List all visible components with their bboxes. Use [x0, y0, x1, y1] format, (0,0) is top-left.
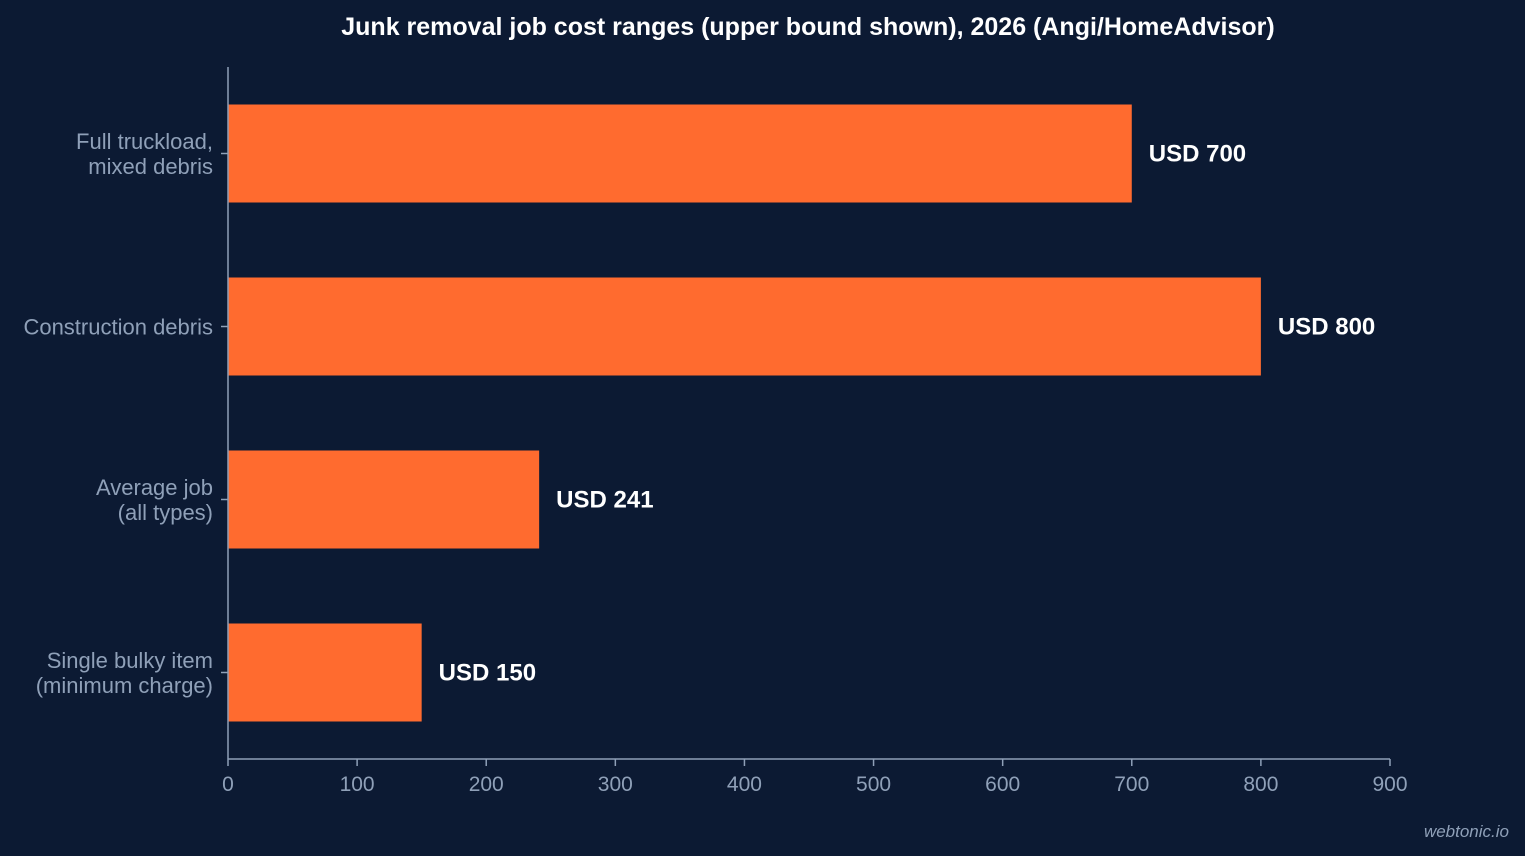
x-tick-label: 300 — [598, 773, 633, 796]
value-label: USD 150 — [439, 660, 536, 687]
bar — [228, 450, 540, 549]
x-tick-label: 700 — [1114, 773, 1149, 796]
value-label: USD 700 — [1149, 141, 1246, 168]
category-label: Average job (all types) — [96, 475, 213, 525]
x-tick-label: 400 — [727, 773, 762, 796]
category-label: Construction debris — [23, 315, 213, 340]
value-label: USD 800 — [1278, 314, 1375, 341]
chart-title: Junk removal job cost ranges (upper boun… — [341, 13, 1274, 41]
watermark-text: webtonic.io — [1424, 822, 1509, 841]
bar — [228, 623, 422, 722]
x-tick-label: 100 — [340, 773, 375, 796]
x-tick-label: 200 — [469, 773, 504, 796]
x-tick-label: 500 — [856, 773, 891, 796]
bar — [228, 104, 1132, 203]
category-label: Single bulky item (minimum charge) — [36, 648, 213, 698]
x-tick-label: 600 — [985, 773, 1020, 796]
x-tick-label: 900 — [1372, 773, 1407, 796]
x-tick-label: 0 — [222, 773, 234, 796]
bar — [228, 277, 1261, 376]
value-label: USD 241 — [556, 487, 653, 514]
x-tick-label: 800 — [1243, 773, 1278, 796]
category-label: Full truckload, mixed debris — [76, 129, 213, 179]
